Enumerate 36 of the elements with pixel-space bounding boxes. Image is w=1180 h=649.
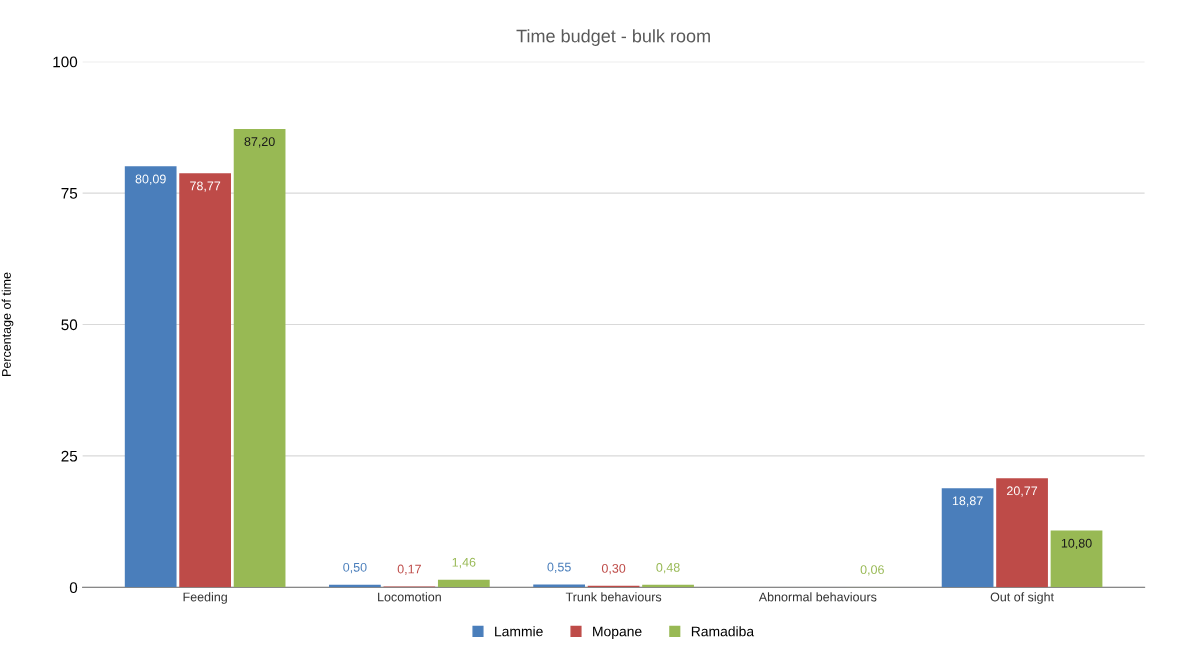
bar bbox=[1050, 530, 1103, 588]
legend-label: Lammie bbox=[495, 626, 543, 637]
x-tick-label: Abnormal behaviours bbox=[758, 592, 877, 602]
data-label: 78,77 bbox=[190, 181, 221, 192]
legend-label: Ramadiba bbox=[691, 626, 755, 637]
chart-title: Time budget - bulk room bbox=[516, 29, 710, 46]
data-label: 0,55 bbox=[547, 562, 571, 573]
data-label: 0,06 bbox=[860, 565, 884, 576]
bar bbox=[533, 584, 586, 588]
x-tick-label: Out of sight bbox=[990, 592, 1054, 604]
data-label: 18,87 bbox=[952, 496, 983, 507]
bar bbox=[996, 478, 1048, 588]
y-tick-label: 100 bbox=[53, 56, 78, 68]
data-label: 1,46 bbox=[452, 557, 476, 569]
bar bbox=[437, 579, 490, 588]
y-tick-label: 50 bbox=[61, 319, 78, 331]
bar bbox=[124, 166, 177, 588]
y-axis-title: Percentage of time bbox=[1, 272, 14, 376]
data-label: 80,09 bbox=[135, 174, 166, 185]
bar bbox=[233, 128, 286, 588]
data-label: 0,17 bbox=[397, 564, 421, 575]
data-label: 10,80 bbox=[1061, 538, 1092, 550]
y-tick-label: 25 bbox=[61, 450, 78, 462]
data-label: 0,30 bbox=[601, 563, 626, 575]
data-label: 0,50 bbox=[343, 562, 367, 574]
bar bbox=[179, 173, 232, 588]
data-label: 87,20 bbox=[244, 137, 275, 148]
legend-label: Mopane bbox=[593, 626, 642, 640]
bar bbox=[941, 488, 994, 588]
y-tick-label: 0 bbox=[69, 582, 78, 594]
x-tick-label: Trunk behaviours bbox=[565, 592, 662, 602]
data-label: 0,48 bbox=[656, 562, 680, 574]
x-tick-label: Feeding bbox=[183, 592, 227, 604]
data-label: 20,77 bbox=[1007, 486, 1038, 497]
y-tick-label: 75 bbox=[61, 188, 78, 199]
x-tick-label: Locomotion bbox=[378, 592, 441, 602]
